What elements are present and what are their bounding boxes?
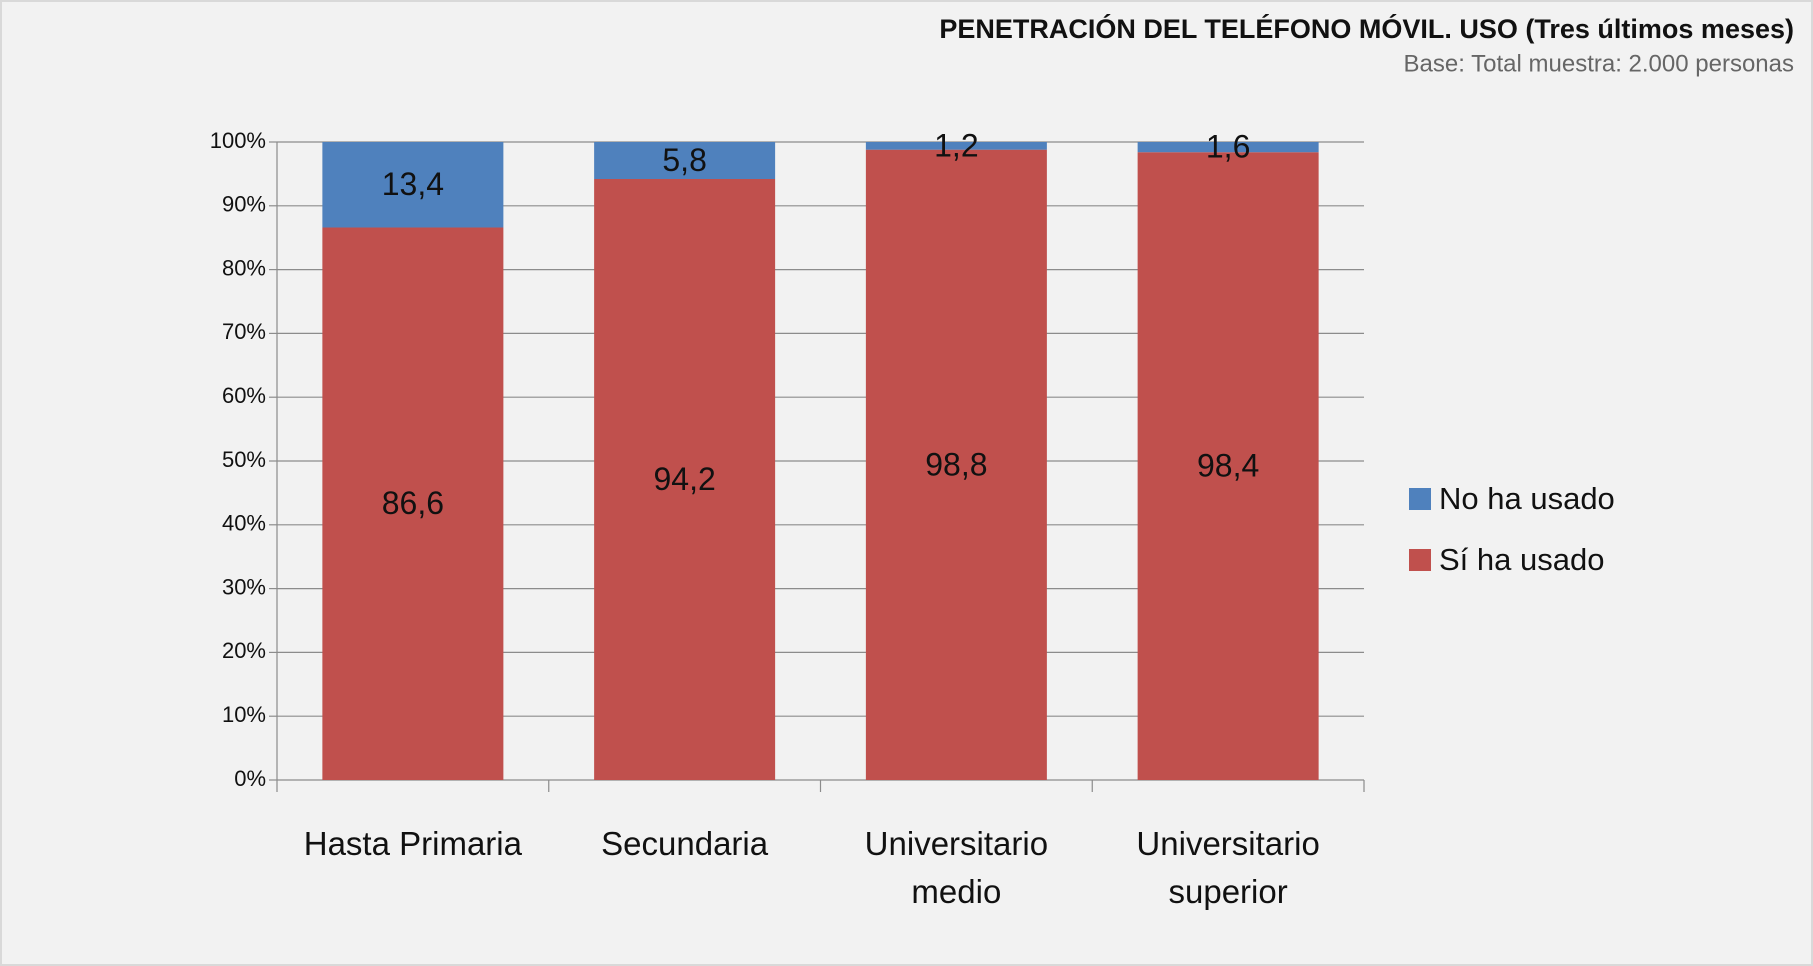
y-tick-label: 10% [222,702,266,727]
bar-segment [322,142,504,228]
y-tick-label: 40% [222,511,266,536]
legend-swatch [1409,488,1431,510]
bar-segment [594,142,776,180]
y-tick-label: 100% [210,128,266,153]
bar-segment [865,142,1047,150]
data-label: 86,6 [382,485,444,521]
legend-swatch [1409,549,1431,571]
x-tick-label: Hasta Primaria [303,825,522,862]
bar-segment [594,179,776,780]
data-label: 98,8 [925,446,987,482]
y-tick-label: 30% [222,574,266,599]
x-tick-label: Secundaria [601,825,769,862]
legend-label: No ha usado [1439,481,1615,516]
y-tick-label: 20% [222,638,266,663]
bar-segment [322,227,504,780]
bar-segment [865,149,1047,780]
y-tick-label: 50% [222,447,266,472]
legend-label: Sí ha usado [1439,542,1604,577]
data-label: 5,8 [662,142,706,178]
data-label: 1,6 [1206,129,1250,165]
y-tick-label: 80% [222,255,266,280]
data-label: 98,4 [1197,448,1259,484]
bar-segment [1137,152,1319,780]
data-label: 13,4 [382,166,444,202]
bar-segment [1137,142,1319,153]
data-label: 94,2 [653,461,715,497]
chart-subtitle: Base: Total muestra: 2.000 personas [1404,50,1794,77]
y-tick-label: 60% [222,383,266,408]
y-tick-label: 90% [222,192,266,217]
y-tick-label: 0% [234,766,266,791]
chart-title: PENETRACIÓN DEL TELÉFONO MÓVIL. USO (Tre… [939,13,1794,44]
data-label: 1,2 [934,127,978,163]
y-tick-label: 70% [222,319,266,344]
x-tick-label: Universitario superior [1136,825,1320,910]
x-tick-label: Universitario medio [864,825,1049,910]
